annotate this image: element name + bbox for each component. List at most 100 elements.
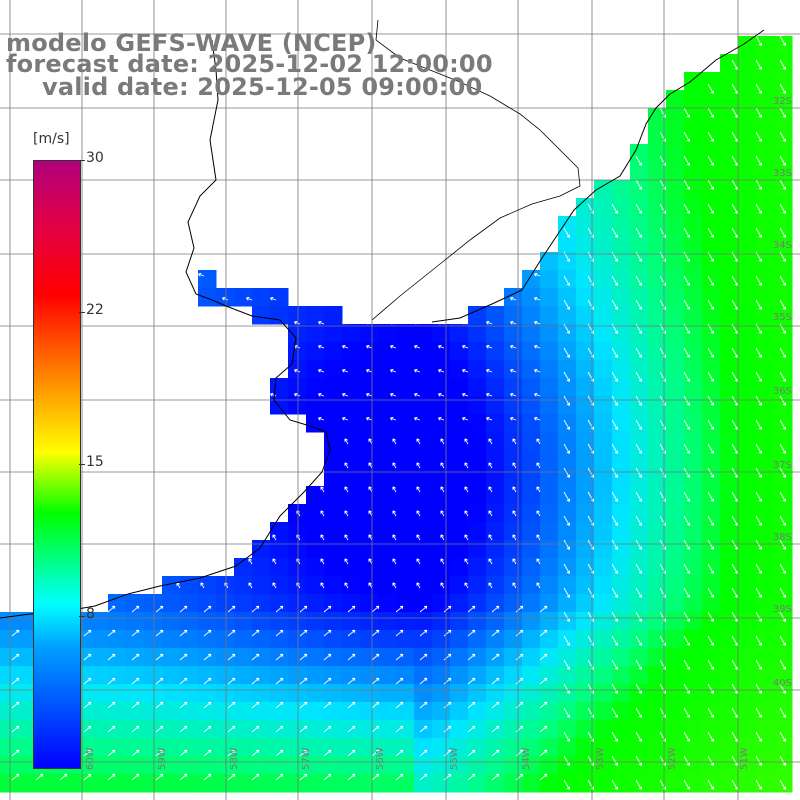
field-cell [306,342,325,361]
wind-arrow [779,131,787,142]
wind-arrow [371,749,380,757]
wind-arrow [510,344,517,349]
wind-arrow [347,677,356,685]
field-cell [702,108,721,127]
field-cell [684,90,703,109]
field-cell [360,756,379,775]
field-cell [540,756,559,775]
field-cell [702,558,721,577]
wind-arrow [251,653,260,661]
field-cell [288,522,307,541]
wind-arrow [419,749,428,757]
wind-arrow [464,438,469,445]
field-cell [540,630,559,649]
field-cell [738,450,757,469]
wind-arrow [534,320,541,325]
field-cell [666,774,685,793]
field-cell [90,720,109,739]
field-cell [666,108,685,127]
wind-arrow [275,725,284,733]
wind-arrow [131,629,140,637]
field-cell [738,396,757,415]
wind-arrow [366,392,373,397]
field-cell [720,648,739,667]
wind-arrow [246,296,253,301]
wind-arrow [488,486,493,493]
field-cell [216,612,235,631]
field-cell [396,558,415,577]
wind-arrow [438,416,445,421]
field-cell [756,396,775,415]
field-cell [216,666,235,685]
field-cell [594,234,613,253]
wind-arrow [443,773,452,781]
field-cell [756,666,775,685]
field-cell [486,612,505,631]
field-cell [576,324,595,343]
field-cell [162,702,181,721]
field-cell [756,306,775,325]
field-cell [18,648,37,667]
wind-arrow [107,677,116,685]
field-cell [108,612,127,631]
wind-arrow [464,582,469,589]
field-cell [504,396,523,415]
field-cell [738,180,757,199]
field-cell [648,666,667,685]
field-cell [468,684,487,703]
wind-arrow [488,510,493,517]
wind-arrow [416,438,421,445]
field-cell [288,396,307,415]
field-cell [684,576,703,595]
field-cell [108,702,127,721]
lon-label: 52W [667,747,678,770]
wind-arrow [707,299,715,310]
field-cell [162,666,181,685]
field-cell [702,324,721,343]
field-cell [774,252,793,271]
field-cell [522,486,541,505]
field-cell [450,756,469,775]
wind-arrow [342,392,349,397]
field-cell [720,702,739,721]
field-cell [504,666,523,685]
colorbar [33,160,81,769]
wind-arrow [371,725,380,733]
wind-arrow [344,510,349,517]
field-cell [648,558,667,577]
field-cell [774,198,793,217]
field-cell [450,576,469,595]
field-cell [432,738,451,757]
field-cell [234,774,253,793]
wind-arrow [707,755,715,766]
field-cell [612,558,631,577]
wind-arrow [371,605,380,613]
wind-arrow [755,179,763,190]
wind-arrow [347,725,356,733]
field-cell [378,468,397,487]
field-cell [594,702,613,721]
wind-arrow [318,320,325,325]
field-cell [630,252,649,271]
field-cell [684,666,703,685]
field-cell [342,342,361,361]
field-cell [756,612,775,631]
wind-arrow [683,251,691,262]
field-cell [108,648,127,667]
field-cell [774,72,793,91]
field-cell [486,540,505,559]
wind-arrow [392,558,397,565]
wind-arrow [395,653,404,661]
field-cell [684,288,703,307]
field-cell [720,234,739,253]
colorbar-tick-15: 15 [86,454,104,470]
field-cell [396,360,415,379]
field-cell [540,612,559,631]
wind-arrow [635,779,643,790]
field-cell [486,468,505,487]
wind-arrow [390,392,397,397]
field-cell [774,108,793,127]
wind-arrow [462,392,469,397]
field-cell [756,180,775,199]
